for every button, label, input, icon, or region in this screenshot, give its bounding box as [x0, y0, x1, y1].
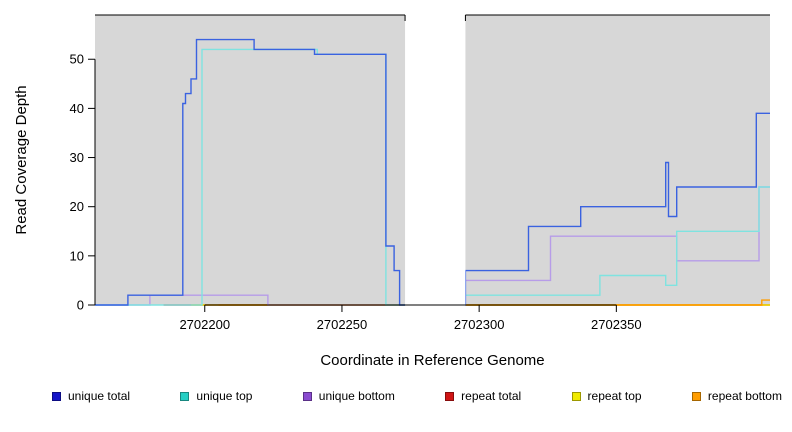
legend-swatch-unique-bottom [302, 391, 312, 401]
legend-swatch-repeat-bottom [691, 391, 701, 401]
x-axis-label: Coordinate in Reference Genome [320, 352, 545, 369]
coverage-chart: 0 10 20 30 40 50 2702200 2702250 2702300 2702350 R… [13, 13, 770, 332]
legend-item-unique-total: unique total [52, 389, 130, 403]
legend-item-repeat-total: repeat total [445, 389, 521, 403]
legend-item-repeat-bottom: repeat bottom [691, 389, 782, 403]
series-line-unique-total [95, 38, 770, 306]
legend-label: unique total [68, 389, 131, 403]
legend-label: unique top [196, 389, 253, 403]
legend-label: repeat bottom [707, 389, 782, 403]
y-tick-label: 40 [70, 101, 84, 116]
x-tick-label: 2702250 [317, 317, 368, 332]
legend-swatch-repeat-top [571, 391, 581, 401]
x-tick-label: 2702300 [454, 317, 505, 332]
y-axis-label: Read Coverage Depth [13, 85, 30, 234]
y-tick-label: 0 [77, 298, 84, 313]
masked-region [405, 13, 466, 307]
y-tick-label: 30 [70, 150, 84, 165]
legend-item-repeat-top: repeat top [571, 389, 642, 403]
y-tick-label: 50 [70, 52, 84, 67]
legend-swatch-unique-top [180, 391, 190, 401]
legend-label: repeat total [461, 389, 522, 403]
y-tick-label: 20 [70, 199, 84, 214]
y-tick-label: 10 [70, 248, 84, 263]
x-tick-label: 2702350 [591, 317, 642, 332]
legend-item-unique-bottom: unique bottom [302, 389, 395, 403]
legend-label: unique bottom [318, 389, 395, 403]
legend-swatch-repeat-total [445, 391, 455, 401]
legend-swatch-unique-total [52, 391, 61, 401]
legend-label: repeat top [587, 389, 642, 403]
x-tick-label: 2702200 [179, 317, 230, 332]
legend-item-unique-top: unique top [180, 389, 252, 403]
legend: unique total unique top unique bottom repea… [0, 389, 792, 403]
